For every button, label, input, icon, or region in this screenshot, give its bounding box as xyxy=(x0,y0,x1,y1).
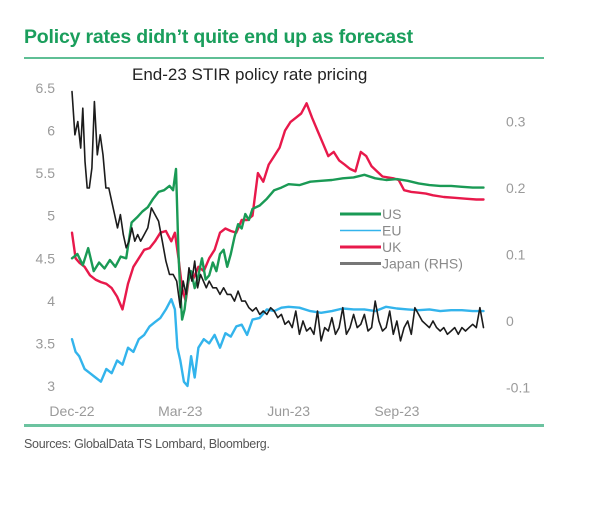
source-note: Sources: GlobalData TS Lombard, Bloomber… xyxy=(24,437,270,451)
chart-title: End-23 STIR policy rate pricing xyxy=(132,65,368,84)
series-line-uk xyxy=(70,102,485,311)
y-right-tick-label: 0.1 xyxy=(506,247,526,263)
legend-label-us: US xyxy=(382,206,401,222)
series-line-us xyxy=(70,167,485,321)
y-left-tick-label: 6.5 xyxy=(36,80,56,96)
axis-rule xyxy=(24,424,544,427)
page-title: Policy rates didn’t quite end up as fore… xyxy=(24,26,413,48)
y-left-axis: 3 3.5 4 4.5 5 5.5 6 6.5 xyxy=(36,80,56,394)
x-tick-label: Jun-23 xyxy=(267,403,310,419)
y-left-tick-label: 6 xyxy=(47,123,55,139)
legend-label-japan-rhs: Japan (RHS) xyxy=(382,256,463,272)
y-right-tick-label: 0.2 xyxy=(506,180,526,196)
title-rule xyxy=(24,57,544,59)
y-left-tick-label: 3.5 xyxy=(36,335,56,351)
x-tick-label: Dec-22 xyxy=(49,403,94,419)
series-layer xyxy=(70,90,485,388)
y-left-tick-label: 3 xyxy=(47,378,55,394)
x-tick-label: Mar-23 xyxy=(158,403,203,419)
y-left-tick-label: 4.5 xyxy=(36,250,56,266)
y-right-tick-label: -0.1 xyxy=(506,380,530,396)
legend-label-eu: EU xyxy=(382,223,401,239)
legend-label-uk: UK xyxy=(382,239,402,255)
y-left-tick-label: 5.5 xyxy=(36,165,56,181)
y-right-tick-label: 0 xyxy=(506,313,514,329)
x-tick-label: Sep-23 xyxy=(374,403,419,419)
series-line-eu xyxy=(70,298,485,388)
y-left-tick-label: 5 xyxy=(47,208,55,224)
y-right-axis: -0.1 0 0.1 0.2 0.3 xyxy=(506,114,530,396)
series-line-japan-rhs xyxy=(71,90,485,342)
x-axis: Dec-22 Mar-23 Jun-23 Sep-23 xyxy=(49,403,419,419)
y-right-tick-label: 0.3 xyxy=(506,114,526,130)
y-left-tick-label: 4 xyxy=(47,293,55,309)
